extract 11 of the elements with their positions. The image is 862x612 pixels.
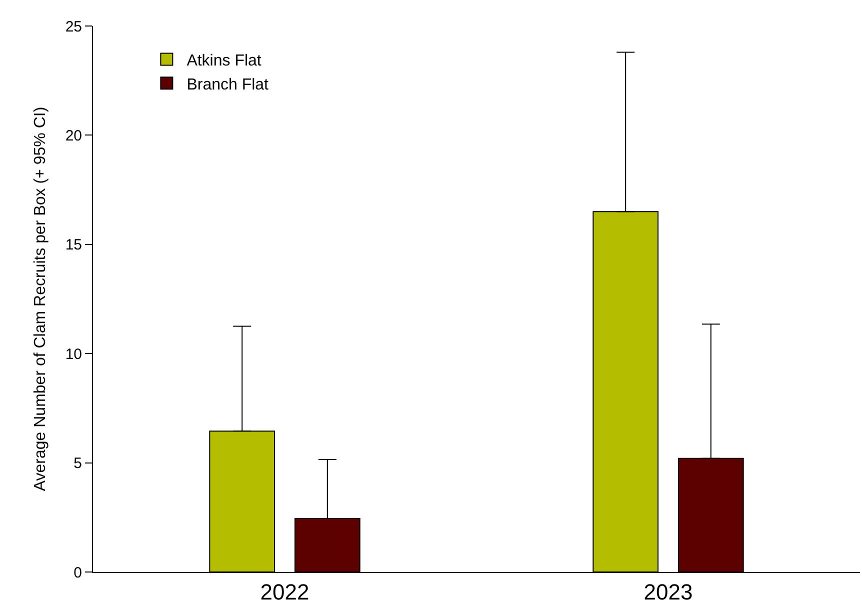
y-tick-label: 0 bbox=[74, 564, 82, 582]
x-tick-label: 2023 bbox=[644, 579, 693, 604]
y-tick-label: 15 bbox=[65, 236, 82, 254]
x-tick-label: 2022 bbox=[260, 579, 310, 604]
y-tick-label: 20 bbox=[65, 127, 82, 144]
y-tick-label: 10 bbox=[65, 346, 82, 363]
y-axis-title: Average Number of Clam Recruits per Box (+ 95% CI) bbox=[32, 106, 50, 492]
legend-label: Branch Flat bbox=[186, 76, 270, 94]
y-tick-label: 25 bbox=[65, 18, 82, 36]
y-tick-label: 5 bbox=[74, 455, 82, 472]
legend-label: Atkins Flat bbox=[186, 52, 262, 70]
